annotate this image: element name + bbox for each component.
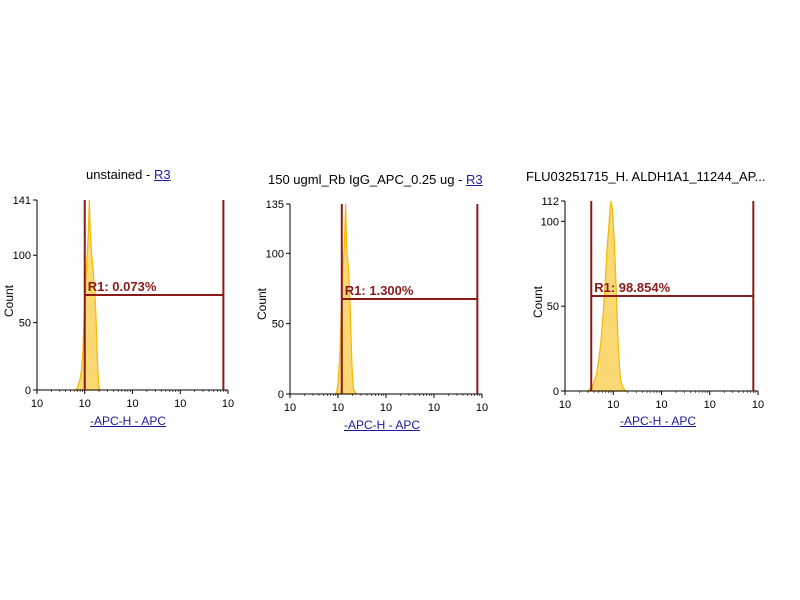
- y-tick-label-1-0: 0: [25, 385, 31, 397]
- x-tick-label-3-4: 10: [752, 399, 764, 411]
- chart-title-3: FLU03251715_H. ALDH1A1_11244_AP...: [526, 169, 765, 184]
- gate-link-r3-2[interactable]: R3: [466, 172, 483, 187]
- x-tick-label-1-0: 10: [31, 398, 43, 410]
- chart-title-1: unstained - R3: [86, 167, 171, 182]
- chart-title-2: 150 ugml_Rb IgG_APC_0.25 ug - R3: [268, 172, 483, 187]
- y-tick-label-2-135: 135: [266, 199, 284, 211]
- gate-label-2: R1: 1.300%: [345, 283, 414, 298]
- x-tick-label-1-4: 10: [222, 398, 234, 410]
- chart-title-text-2: 150 ugml_Rb IgG_APC_0.25 ug: [268, 172, 455, 187]
- y-tick-label-1-50: 50: [19, 318, 31, 330]
- gate-link-r3-1[interactable]: R3: [153, 167, 171, 182]
- chart-title-text-1: unstained: [86, 167, 143, 182]
- x-tick-label-3-0: 10: [559, 399, 571, 411]
- gate-label-1: R1: 0.073%: [88, 279, 157, 294]
- y-tick-label-2-0: 0: [278, 389, 284, 401]
- y-tick-label-1-100: 100: [13, 250, 31, 262]
- y-tick-label-2-50: 50: [272, 319, 284, 331]
- x-axis-label-2[interactable]: -APC-H - APC: [344, 418, 421, 432]
- y-tick-label-3-50: 50: [547, 301, 559, 313]
- chart-title-separator-1: -: [142, 167, 154, 182]
- y-tick-label-3-0: 0: [553, 386, 559, 398]
- x-tick-label-2-1: 10: [332, 402, 344, 414]
- x-axis-label-3[interactable]: -APC-H - APC: [620, 414, 697, 428]
- y-tick-label-3-100: 100: [541, 216, 559, 228]
- chart-title-separator-2: -: [454, 172, 467, 187]
- x-axis-label-1[interactable]: -APC-H - APC: [90, 414, 167, 428]
- x-tick-label-2-0: 10: [284, 402, 296, 414]
- x-tick-label-3-2: 10: [655, 399, 667, 411]
- y-tick-label-3-112: 112: [541, 196, 559, 208]
- x-tick-label-3-3: 10: [704, 399, 716, 411]
- y-tick-label-2-100: 100: [266, 248, 284, 260]
- y-tick-label-1-141: 141: [13, 195, 31, 207]
- x-tick-label-1-2: 10: [126, 398, 138, 410]
- x-tick-label-2-2: 10: [380, 402, 392, 414]
- gate-label-3: R1: 98.854%: [594, 280, 670, 295]
- x-tick-label-2-3: 10: [428, 402, 440, 414]
- x-tick-label-2-4: 10: [476, 402, 488, 414]
- x-tick-label-3-1: 10: [607, 399, 619, 411]
- chart-title-text-3: FLU03251715_H. ALDH1A1_11244_AP...: [526, 169, 766, 184]
- x-tick-label-1-3: 10: [174, 398, 186, 410]
- x-tick-label-1-1: 10: [79, 398, 91, 410]
